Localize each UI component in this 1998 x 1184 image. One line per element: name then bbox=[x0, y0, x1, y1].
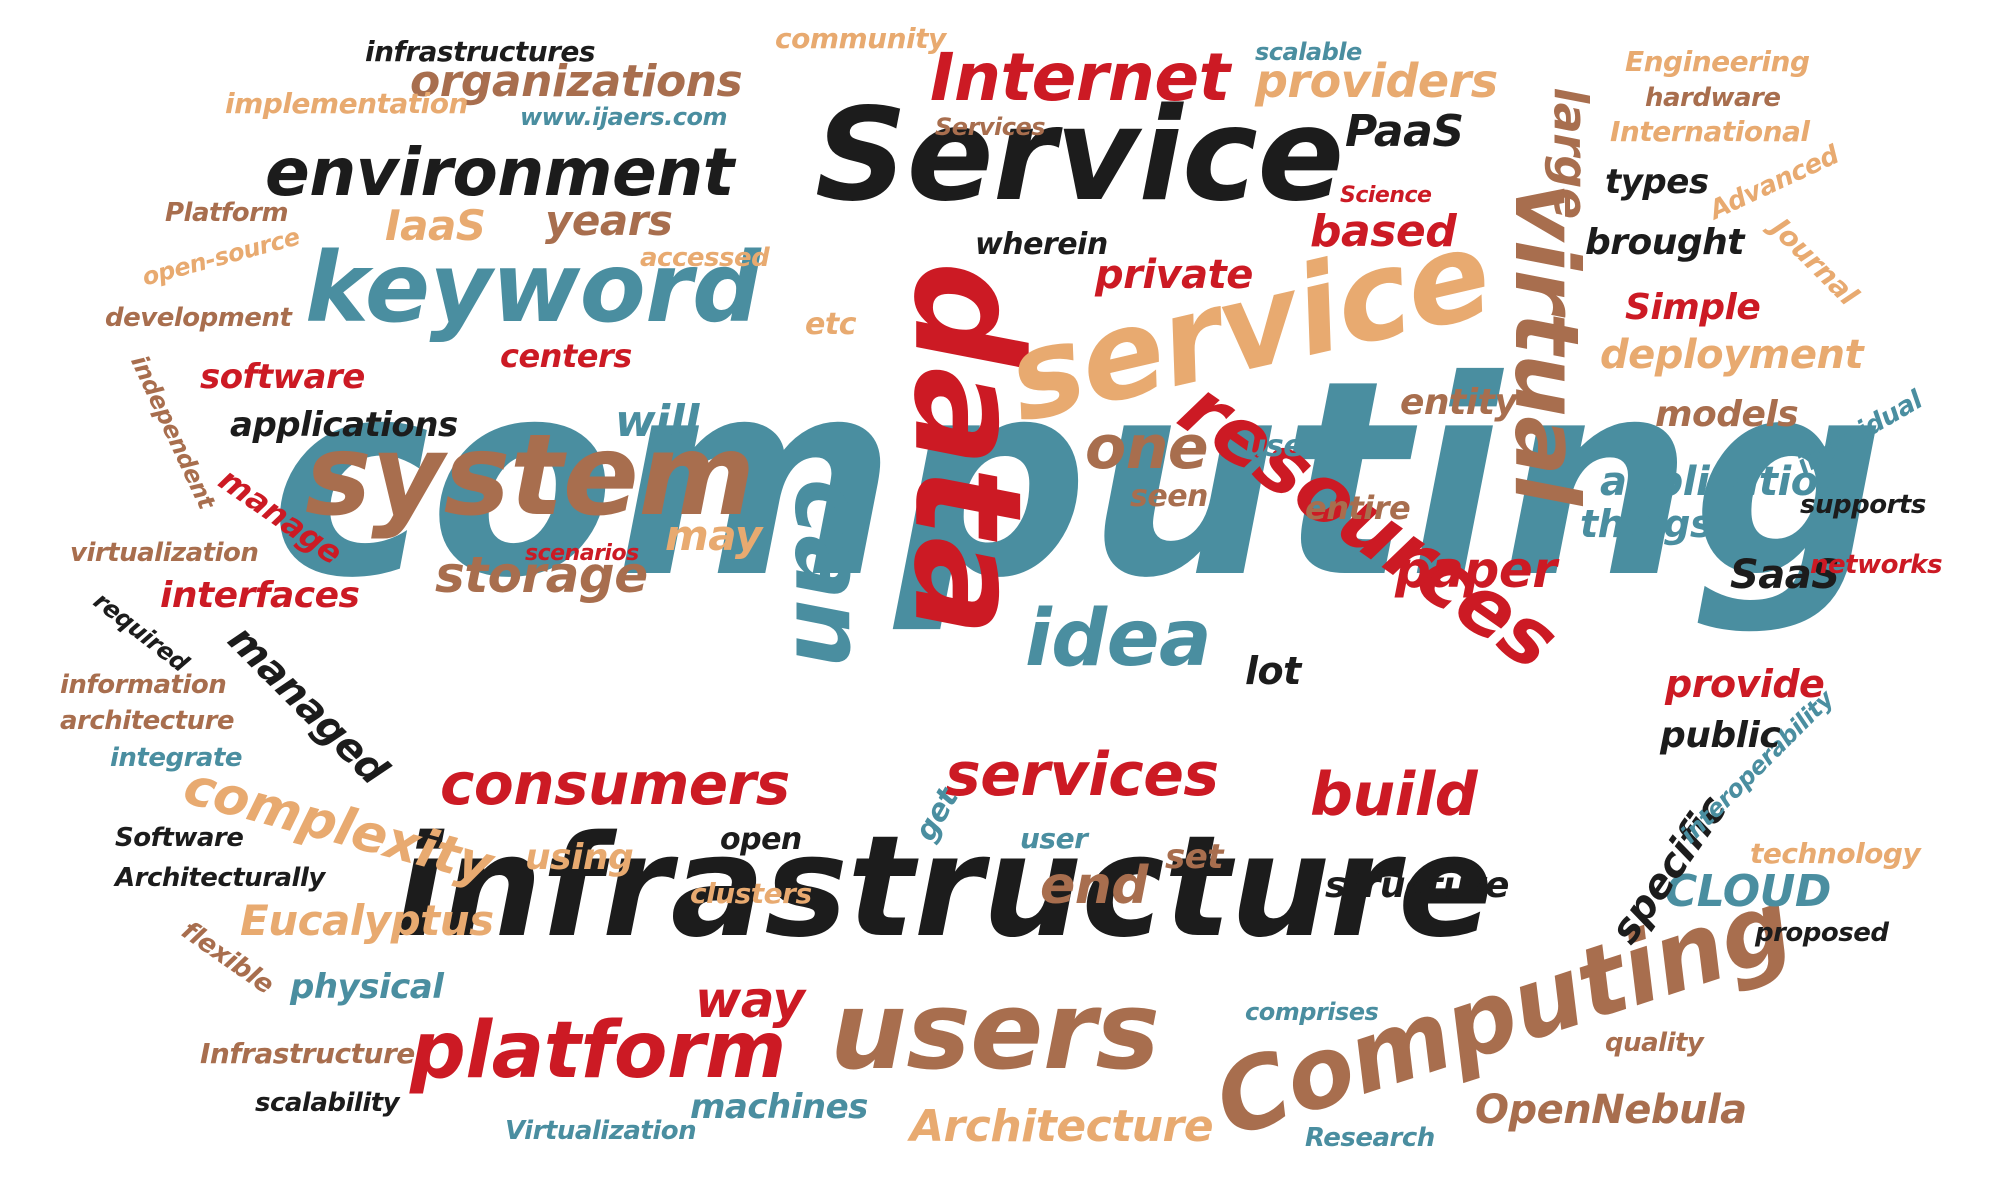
word-based: based bbox=[1310, 206, 1457, 257]
word-infrastructures: infrastructures bbox=[365, 35, 596, 68]
word-environment: environment bbox=[265, 134, 734, 211]
word-integrate: integrate bbox=[110, 743, 243, 773]
word-entity: entity bbox=[1400, 382, 1518, 423]
word-will: will bbox=[615, 396, 699, 447]
word-hardware: hardware bbox=[1645, 83, 1781, 113]
word-interoperability: interoperability bbox=[1674, 685, 1839, 849]
word-software: software bbox=[200, 357, 365, 397]
word-Journal: Journal bbox=[1764, 211, 1865, 312]
word-supports: supports bbox=[1800, 490, 1926, 520]
word-types: types bbox=[1605, 162, 1709, 202]
word-applications: applications bbox=[230, 405, 458, 445]
word-organizations: organizations bbox=[410, 56, 743, 107]
word-may: may bbox=[665, 511, 762, 560]
word-Infrastructure: Infrastructure bbox=[200, 1037, 415, 1070]
word-networks: networks bbox=[1810, 550, 1943, 580]
word-years: years bbox=[545, 196, 673, 245]
word-Research: Research bbox=[1305, 1123, 1435, 1153]
word-CLOUD: CLOUD bbox=[1665, 866, 1831, 917]
word-lot: lot bbox=[1245, 649, 1301, 693]
word-Architecturally: Architecturally bbox=[115, 863, 325, 893]
word-brought: brought bbox=[1585, 222, 1745, 263]
word-use: use bbox=[1245, 429, 1304, 464]
word-infrastructure: infrastructure bbox=[395, 806, 1493, 969]
word-providers: providers bbox=[1255, 54, 1498, 108]
word-Services: Services bbox=[935, 113, 1046, 141]
word-Virtualization: Virtualization bbox=[505, 1116, 697, 1146]
word-scalable: scalable bbox=[1255, 38, 1362, 66]
word-paper: paper bbox=[1395, 541, 1557, 599]
word-consumers: consumers bbox=[440, 750, 790, 818]
word-virtual: virtual bbox=[1494, 183, 1598, 505]
word-physical: physical bbox=[290, 967, 444, 1007]
word-public: public bbox=[1660, 715, 1781, 756]
word-wherein: wherein bbox=[975, 227, 1108, 262]
word-platform: platform bbox=[410, 1006, 786, 1096]
word-keyword: keyword bbox=[305, 232, 761, 344]
word-International: International bbox=[1610, 115, 1810, 148]
word-SaaS: SaaS bbox=[1730, 552, 1840, 598]
word-structure: structure bbox=[1325, 865, 1509, 906]
word-set: set bbox=[1165, 837, 1224, 877]
word-Software: Software bbox=[115, 823, 244, 853]
word-implementation: implementation bbox=[225, 87, 468, 120]
word-machines: machines bbox=[690, 1087, 868, 1127]
word-OpenNebula: OpenNebula bbox=[1475, 1087, 1747, 1133]
word-large: large bbox=[1543, 87, 1598, 219]
word-build: build bbox=[1310, 760, 1478, 830]
word-can: can bbox=[773, 478, 886, 668]
word-managed: managed bbox=[218, 616, 397, 794]
word-deployment: deployment bbox=[1600, 332, 1864, 378]
word-development: development bbox=[105, 303, 292, 333]
word-Service: Service bbox=[815, 81, 1344, 230]
word-www.ijaers.com: www.ijaers.com bbox=[520, 103, 727, 131]
word-Engineering: Engineering bbox=[1625, 45, 1810, 78]
word-information: information bbox=[60, 670, 227, 700]
word-community: community bbox=[775, 22, 946, 55]
word-technology: technology bbox=[1750, 837, 1921, 870]
word-Architecture: Architecture bbox=[910, 1101, 1214, 1152]
word-seen: seen bbox=[1130, 479, 1208, 514]
word-computing: computing bbox=[270, 322, 1885, 637]
word-clusters: clusters bbox=[690, 877, 812, 910]
word-open: open bbox=[720, 822, 802, 857]
word-etc: etc bbox=[805, 307, 856, 342]
word-Eucalyptus: Eucalyptus bbox=[240, 896, 494, 945]
word-things: things bbox=[1580, 502, 1713, 546]
word-idea: idea bbox=[1025, 594, 1212, 684]
word-models: models bbox=[1655, 394, 1799, 435]
word-end: end bbox=[1040, 856, 1149, 916]
word-storage: storage bbox=[435, 546, 648, 604]
word-architecture: architecture bbox=[60, 706, 235, 736]
word-one: one bbox=[1085, 413, 1209, 483]
word-Advanced: Advanced bbox=[1705, 140, 1844, 226]
word-accessed: accessed bbox=[640, 243, 770, 273]
word-centers: centers bbox=[500, 337, 632, 375]
word-proposed: proposed bbox=[1755, 918, 1889, 948]
word-open-source: open-source bbox=[139, 222, 303, 292]
word-application: application bbox=[1600, 459, 1846, 505]
word-entire: entire bbox=[1305, 489, 1411, 527]
word-comprises: comprises bbox=[1245, 998, 1379, 1026]
word-using: using bbox=[525, 837, 634, 878]
word-provide: provide bbox=[1665, 662, 1825, 706]
word-Science: Science bbox=[1340, 183, 1432, 208]
word-users: users bbox=[830, 969, 1160, 1094]
word-system: system bbox=[305, 411, 755, 541]
word-Internet: Internet bbox=[930, 39, 1230, 116]
word-interfaces: interfaces bbox=[160, 575, 360, 616]
word-IaaS: IaaS bbox=[385, 201, 486, 250]
word-scenarios: scenarios bbox=[525, 541, 639, 566]
word-user: user bbox=[1020, 822, 1088, 855]
word-Platform: Platform bbox=[165, 198, 289, 228]
word-way: way bbox=[695, 971, 805, 1029]
word-scalability: scalability bbox=[255, 1088, 400, 1118]
word-Simple: Simple bbox=[1625, 287, 1761, 328]
word-virtualization: virtualization bbox=[70, 538, 259, 568]
word-services: services bbox=[945, 740, 1219, 810]
word-PaaS: PaaS bbox=[1345, 106, 1464, 157]
word-quality: quality bbox=[1605, 1028, 1704, 1058]
word-private: private bbox=[1095, 252, 1253, 298]
